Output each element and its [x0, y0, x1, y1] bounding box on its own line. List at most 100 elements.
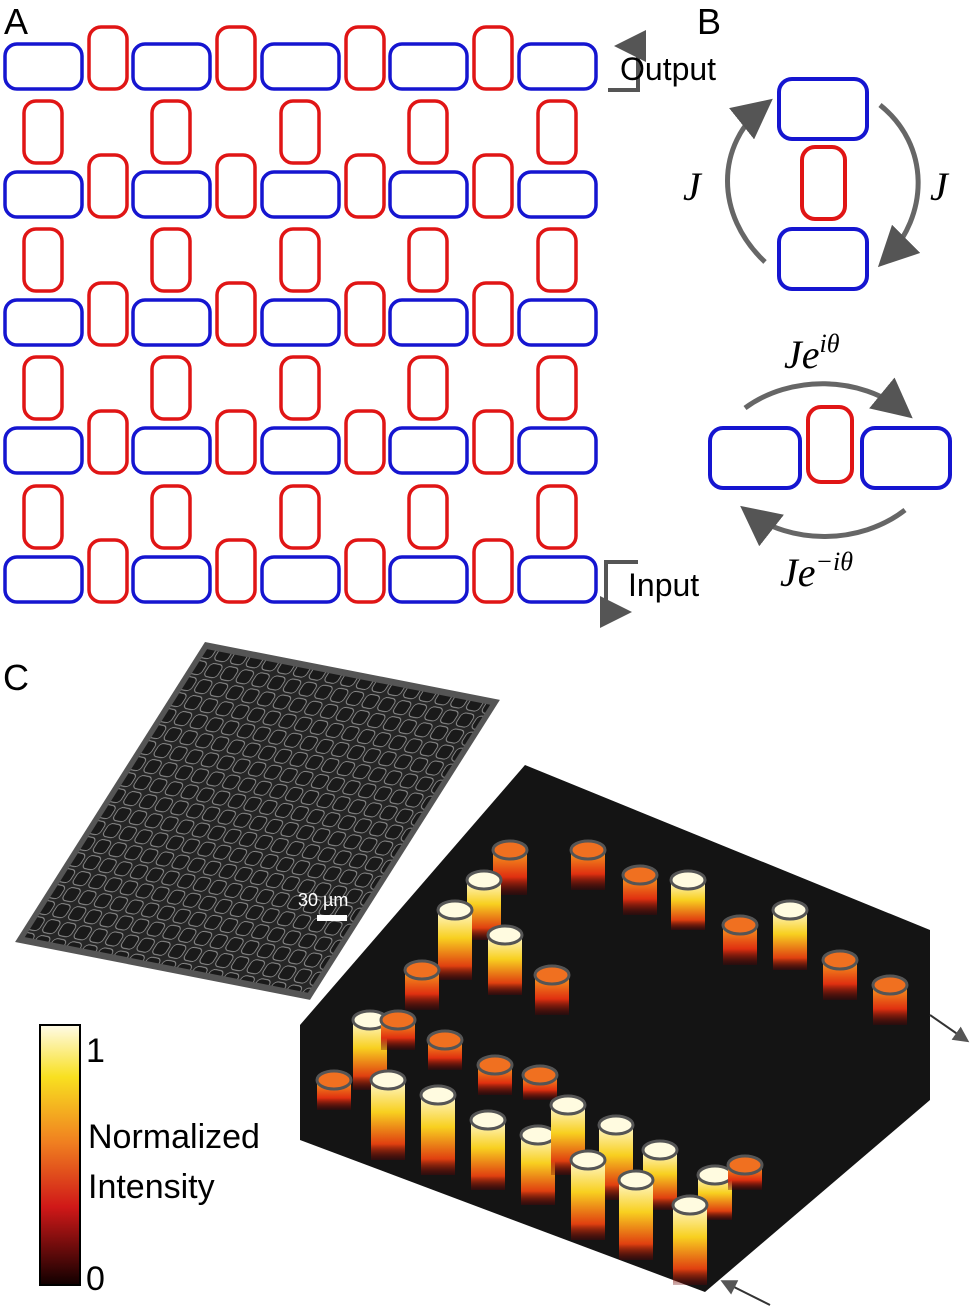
link-ring [215, 153, 257, 219]
arrow [740, 505, 907, 547]
pillar-top [569, 839, 607, 861]
link-ring [215, 25, 257, 91]
pillar-top [771, 899, 809, 921]
pillar-top [369, 1069, 407, 1091]
link-ring [407, 484, 449, 550]
link-ring [87, 538, 129, 604]
site-ring [131, 170, 212, 219]
site-ring [260, 170, 341, 219]
link-ring [472, 538, 514, 604]
ring [777, 77, 869, 141]
site-ring [131, 42, 212, 91]
panel-b: B J J Jeiθ Je−iθ [683, 1, 952, 595]
link-ring [150, 99, 192, 165]
link-ring [22, 355, 64, 421]
output-arrow [929, 1014, 970, 1043]
site-ring [517, 298, 598, 347]
site-ring [260, 426, 341, 475]
site-ring [260, 298, 341, 347]
site-ring [131, 555, 212, 604]
link-ring [344, 25, 386, 91]
pillar [438, 910, 472, 980]
ring [777, 227, 869, 291]
site-ring [517, 426, 598, 475]
link-ring [279, 355, 321, 421]
link-ring [344, 281, 386, 347]
intensity-plot [300, 765, 930, 1292]
coupling-label: J [930, 164, 950, 209]
link-ring [472, 409, 514, 475]
pillar [571, 1160, 605, 1240]
site-ring [131, 298, 212, 347]
pillar-top [436, 899, 474, 921]
site-ring [388, 555, 469, 604]
site-ring [3, 170, 84, 219]
pillar-top [669, 869, 707, 891]
link-ring [215, 538, 257, 604]
colorbar [39, 1024, 81, 1286]
pillar-top [549, 1094, 587, 1116]
site-ring [517, 555, 598, 604]
pillar-top [821, 949, 859, 971]
pillar-top [519, 1124, 557, 1146]
link-ring [344, 409, 386, 475]
pillar-top [426, 1029, 464, 1051]
pillar [471, 1120, 505, 1190]
link-ring [22, 227, 64, 293]
pillar-top [379, 1009, 417, 1031]
link-ring [472, 281, 514, 347]
forward-coupling: Jeiθ [784, 329, 840, 377]
link-ring [800, 145, 847, 221]
input-label: Input [628, 567, 699, 603]
site-ring [517, 42, 598, 91]
pillar-top [569, 1149, 607, 1171]
site-ring [3, 298, 84, 347]
intensity-pillars [315, 839, 909, 1285]
pillar-top [617, 1169, 655, 1191]
link-ring [279, 99, 321, 165]
input-arrow [720, 1280, 771, 1306]
panel-a: A Output Input [3, 1, 716, 628]
site-ring [3, 555, 84, 604]
pillar-top [491, 839, 529, 861]
ring [708, 426, 802, 490]
link-ring [150, 484, 192, 550]
link-ring [806, 405, 854, 484]
site-ring [260, 555, 341, 604]
colorbar-title: Intensity [88, 1168, 215, 1206]
link-ring [344, 153, 386, 219]
pillar-top [403, 959, 441, 981]
link-ring [22, 484, 64, 550]
link-ring [279, 227, 321, 293]
site-ring [388, 42, 469, 91]
pillar-top [315, 1069, 353, 1091]
arrow [743, 377, 913, 419]
panel-label: C [3, 657, 29, 698]
pillar [421, 1095, 455, 1175]
pillar-top [469, 1109, 507, 1131]
link-ring [87, 281, 129, 347]
pillar [521, 1135, 555, 1205]
site-ring [388, 170, 469, 219]
base: Je [784, 332, 820, 377]
input-arrow [600, 560, 638, 628]
pillar-top [465, 869, 503, 891]
link-ring [407, 99, 449, 165]
site-ring [388, 298, 469, 347]
pillar-top [621, 864, 659, 886]
panel-label: A [4, 1, 28, 42]
base: Je [780, 550, 816, 595]
pillar-top [533, 964, 571, 986]
coupling-label: J [683, 164, 703, 209]
pillar-top [871, 974, 909, 996]
link-ring [536, 355, 578, 421]
output-label: Output [620, 51, 716, 87]
site-ring [260, 42, 341, 91]
colorbar-max: 1 [86, 1032, 105, 1070]
pillar-top [597, 1114, 635, 1136]
pillar-top [721, 914, 759, 936]
link-ring [87, 153, 129, 219]
link-ring [150, 227, 192, 293]
